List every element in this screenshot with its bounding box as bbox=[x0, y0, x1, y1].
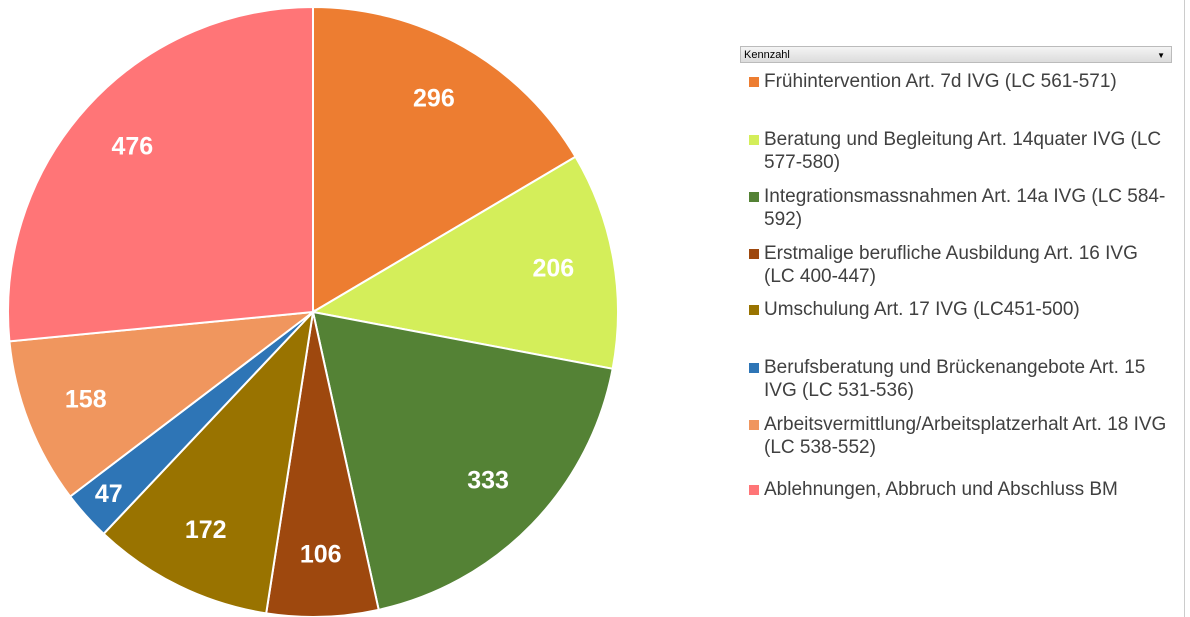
panel-border bbox=[1184, 0, 1185, 617]
legend-label: Umschulung Art. 17 IVG (LC451-500) bbox=[764, 299, 1080, 320]
legend-item: Berufsberatung und Brückenangebote Art. … bbox=[746, 356, 1172, 402]
pie-slice bbox=[7, 5, 314, 343]
legend-item: Erstmalige berufliche Ausbildung Art. 16… bbox=[746, 242, 1172, 288]
data-label: 172 bbox=[185, 516, 227, 544]
legend-item: Umschulung Art. 17 IVG (LC451-500) bbox=[746, 298, 1172, 321]
legend-dropdown[interactable]: Kennzahl ▼ bbox=[740, 46, 1172, 63]
legend-label: Arbeitsvermittlung/Arbeitsplatzerhalt Ar… bbox=[764, 414, 1167, 458]
legend-item: Frühintervention Art. 7d IVG (LC 561-571… bbox=[746, 70, 1172, 93]
data-label: 47 bbox=[95, 480, 123, 508]
pie-slice bbox=[311, 310, 614, 612]
legend-label: Berufsberatung und Brückenangebote Art. … bbox=[764, 357, 1146, 401]
legend-label: Ablehnungen, Abbruch und Abschluss BM bbox=[764, 479, 1118, 500]
chart: 296 206 333 106 172 47 158 476 bbox=[7, 5, 619, 617]
pie-slice bbox=[312, 5, 577, 314]
legend: Kennzahl ▼ Frühintervention Art. 7d IVG (… bbox=[740, 46, 1172, 606]
dropdown-arrow: ▼ bbox=[1157, 51, 1165, 60]
legend-label: Frühintervention Art. 7d IVG (LC 561-571… bbox=[764, 71, 1117, 92]
legend-swatch bbox=[749, 77, 759, 87]
legend-swatch bbox=[749, 485, 759, 495]
legend-item: Integrationsmassnahmen Art. 14a IVG (LC … bbox=[746, 185, 1172, 231]
pie-slice bbox=[102, 308, 315, 615]
legend-item: Arbeitsvermittlung/Arbeitsplatzerhalt Ar… bbox=[746, 413, 1172, 459]
legend-label: Integrationsmassnahmen Art. 14a IVG (LC … bbox=[764, 186, 1166, 230]
data-label: 333 bbox=[467, 467, 509, 495]
legend-title: Kennzahl bbox=[744, 49, 790, 61]
legend-swatch bbox=[749, 363, 759, 373]
legend-item: Beratung und Begleitung Art. 14quater IV… bbox=[746, 128, 1172, 174]
legend-swatch bbox=[749, 249, 759, 259]
legend-swatch bbox=[749, 135, 759, 145]
legend-swatch bbox=[749, 420, 759, 430]
legend-label: Erstmalige berufliche Ausbildung Art. 16… bbox=[764, 243, 1138, 287]
legend-swatch bbox=[749, 192, 759, 202]
legend-item: Ablehnungen, Abbruch und Abschluss BM bbox=[746, 478, 1172, 501]
data-label: 296 bbox=[413, 85, 455, 113]
legend-label: Beratung und Begleitung Art. 14quater IV… bbox=[764, 129, 1162, 173]
data-label: 106 bbox=[300, 540, 342, 568]
data-label: 476 bbox=[112, 133, 154, 161]
legend-swatch bbox=[749, 305, 759, 315]
data-label: 206 bbox=[532, 255, 574, 283]
pie-slice bbox=[8, 310, 317, 498]
pie-slice bbox=[310, 155, 619, 370]
data-label: 158 bbox=[65, 386, 107, 414]
